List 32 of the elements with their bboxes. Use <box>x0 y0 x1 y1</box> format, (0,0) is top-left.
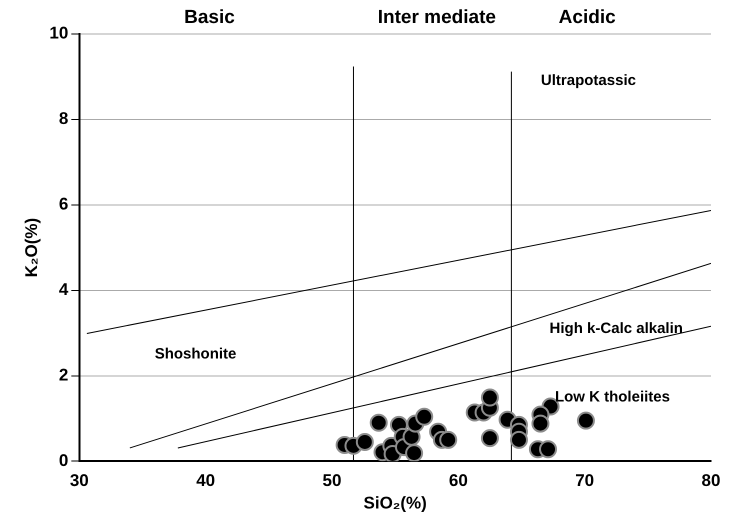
y-tick-label: 10 <box>49 24 68 43</box>
y-tick-label: 4 <box>58 280 69 300</box>
x-tick-label: 50 <box>322 471 342 490</box>
annotation: Low K tholeiites <box>554 388 670 406</box>
y-tick-label: 0 <box>58 450 68 470</box>
x-tick-label: 70 <box>575 471 594 490</box>
point <box>405 444 424 462</box>
y-axis-title: K₂O(%) <box>22 218 41 278</box>
annotation: Shoshonite <box>154 346 236 363</box>
point <box>480 388 499 407</box>
point <box>510 430 528 449</box>
point <box>576 412 595 430</box>
point <box>370 414 388 432</box>
point <box>480 429 499 448</box>
x-axis-title: SiO₂(%) <box>364 493 427 512</box>
x-tick-label: 60 <box>448 471 468 490</box>
x-tick-label: 40 <box>196 471 216 490</box>
point <box>415 408 434 426</box>
y-tick-label: 2 <box>58 365 68 384</box>
point <box>539 440 558 458</box>
point <box>531 414 550 433</box>
x-tick-label: 80 <box>702 471 720 490</box>
annotation: High k-Calc alkalin <box>550 320 683 337</box>
point <box>439 430 458 449</box>
point <box>356 432 374 451</box>
text: Acidic <box>558 7 616 28</box>
y-tick-label: 6 <box>58 194 68 214</box>
x-tick-label: 30 <box>70 471 89 490</box>
text: Basic <box>184 7 236 28</box>
y-tick-label: 8 <box>58 109 68 128</box>
text: Inter mediate <box>378 7 496 28</box>
annotation: Ultrapotassic <box>540 72 636 90</box>
